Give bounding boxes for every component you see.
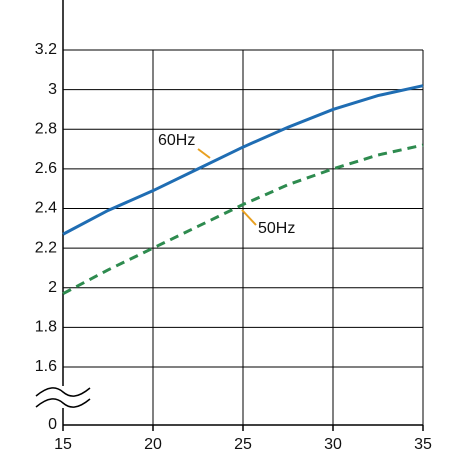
axis-break bbox=[35, 387, 91, 397]
leader-line bbox=[241, 209, 257, 226]
y-tick-label: 2.4 bbox=[35, 200, 57, 217]
y-tick-label: 2.2 bbox=[35, 239, 57, 256]
series-label: 60Hz bbox=[158, 132, 195, 149]
series-label: 50Hz bbox=[258, 220, 295, 237]
y-tick-label: 3.2 bbox=[35, 41, 57, 58]
y-tick-label: 3 bbox=[48, 81, 57, 98]
series-line bbox=[62, 143, 424, 296]
x-tick-label: 25 bbox=[234, 436, 252, 453]
y-tick-label: 2.8 bbox=[35, 120, 57, 137]
series-line bbox=[62, 84, 424, 236]
y-tick-label: 0 bbox=[48, 416, 57, 433]
break-mask bbox=[36, 386, 90, 408]
x-tick-label: 20 bbox=[144, 436, 162, 453]
x-tick-label: 30 bbox=[324, 436, 342, 453]
x-tick-label: 35 bbox=[414, 436, 432, 453]
y-tick-label: 2 bbox=[48, 279, 57, 296]
leader-line bbox=[197, 148, 211, 159]
axis-break bbox=[35, 398, 91, 408]
y-tick-label: 2.6 bbox=[35, 160, 57, 177]
y-tick-label: 1.6 bbox=[35, 358, 57, 375]
x-tick-label: 15 bbox=[54, 436, 72, 453]
y-tick-label: 1.8 bbox=[35, 319, 57, 336]
